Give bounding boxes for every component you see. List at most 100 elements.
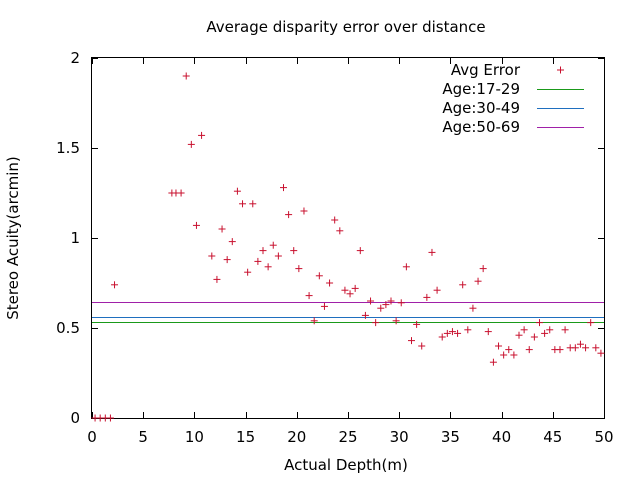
data-point (423, 293, 431, 301)
data-point (259, 247, 267, 255)
data-point (249, 200, 257, 208)
data-point (428, 248, 436, 256)
x-axis: 0 5 10 15 20 25 30 35 40 45 50 (87, 58, 614, 446)
data-point (264, 263, 272, 271)
data-point (279, 184, 287, 192)
y-axis-label: Stereo Acuity(arcmin) (4, 156, 22, 320)
legend-label: Avg Error (451, 61, 521, 79)
x-tick-label: 15 (236, 428, 255, 446)
data-point (495, 342, 503, 350)
x-tick-label: 50 (594, 428, 613, 446)
data-point (239, 200, 247, 208)
data-point (571, 344, 579, 352)
data-point (351, 284, 359, 292)
data-point (407, 337, 415, 345)
plot-frame (91, 57, 605, 419)
data-point (597, 349, 605, 357)
y-tick-label: 2 (70, 49, 80, 67)
data-point (582, 344, 590, 352)
y-tick-label: 1 (70, 229, 80, 247)
data-point (182, 72, 190, 80)
x-tick-label: 30 (390, 428, 409, 446)
data-point (587, 319, 595, 327)
data-point (392, 317, 400, 325)
data-point (361, 311, 369, 319)
data-point (484, 328, 492, 336)
data-point (290, 247, 298, 255)
data-point (187, 140, 195, 148)
data-point (331, 216, 339, 224)
data-point (464, 326, 472, 334)
data-point (541, 329, 549, 337)
data-point (535, 319, 543, 327)
y-axis: 0 0.5 1 1.5 2 (56, 49, 604, 427)
data-point (592, 344, 600, 352)
data-point (372, 319, 380, 327)
data-point (192, 221, 200, 229)
data-point (525, 346, 533, 354)
legend-label: Age:17-29 (442, 80, 520, 98)
data-point (254, 257, 262, 265)
y-tick-label: 0.5 (56, 319, 80, 337)
legend-label: Age:30-49 (442, 99, 520, 117)
data-point (315, 272, 323, 280)
data-point (198, 131, 206, 139)
data-point (218, 225, 226, 233)
data-point (356, 247, 364, 255)
x-tick-label: 0 (87, 428, 97, 446)
data-point (285, 211, 293, 219)
data-point (510, 351, 518, 359)
data-point (305, 292, 313, 300)
reference-lines (92, 302, 604, 323)
data-point (326, 279, 334, 287)
data-point (300, 207, 308, 215)
data-point (443, 329, 451, 337)
data-point (438, 333, 446, 341)
legend-swatch (557, 66, 564, 74)
x-tick-label: 5 (138, 428, 148, 446)
data-point (320, 302, 328, 310)
data-point (454, 329, 462, 337)
x-axis-label: Actual Depth(m) (284, 456, 408, 474)
data-point (274, 252, 282, 260)
data-point (489, 358, 497, 366)
data-point (223, 256, 231, 264)
data-point (106, 414, 114, 422)
data-point (336, 227, 344, 235)
data-point (530, 333, 538, 341)
x-tick-label: 35 (441, 428, 460, 446)
data-point (500, 351, 508, 359)
data-point (561, 326, 569, 334)
data-point (556, 346, 564, 354)
data-point (402, 263, 410, 271)
data-point (367, 297, 375, 305)
data-point (418, 342, 426, 350)
data-point (413, 320, 421, 328)
data-point (177, 189, 185, 197)
data-point (341, 286, 349, 294)
data-point (228, 238, 236, 246)
data-point (459, 281, 467, 289)
chart-title: Average disparity error over distance (206, 18, 485, 36)
x-tick-label: 25 (338, 428, 357, 446)
data-point (377, 304, 385, 312)
x-tick-label: 45 (543, 428, 562, 446)
data-point (474, 277, 482, 285)
data-point (244, 268, 252, 276)
data-points (91, 72, 605, 422)
data-point (515, 331, 523, 339)
legend-label: Age:50-69 (442, 118, 520, 136)
x-tick-label: 10 (185, 428, 204, 446)
data-point (505, 346, 513, 354)
data-point (576, 340, 584, 348)
data-point (448, 328, 456, 336)
y-tick-label: 0 (70, 409, 80, 427)
data-point (213, 275, 221, 283)
data-point (469, 304, 477, 312)
data-point (111, 281, 119, 289)
data-point (208, 252, 216, 260)
data-point (382, 301, 390, 309)
